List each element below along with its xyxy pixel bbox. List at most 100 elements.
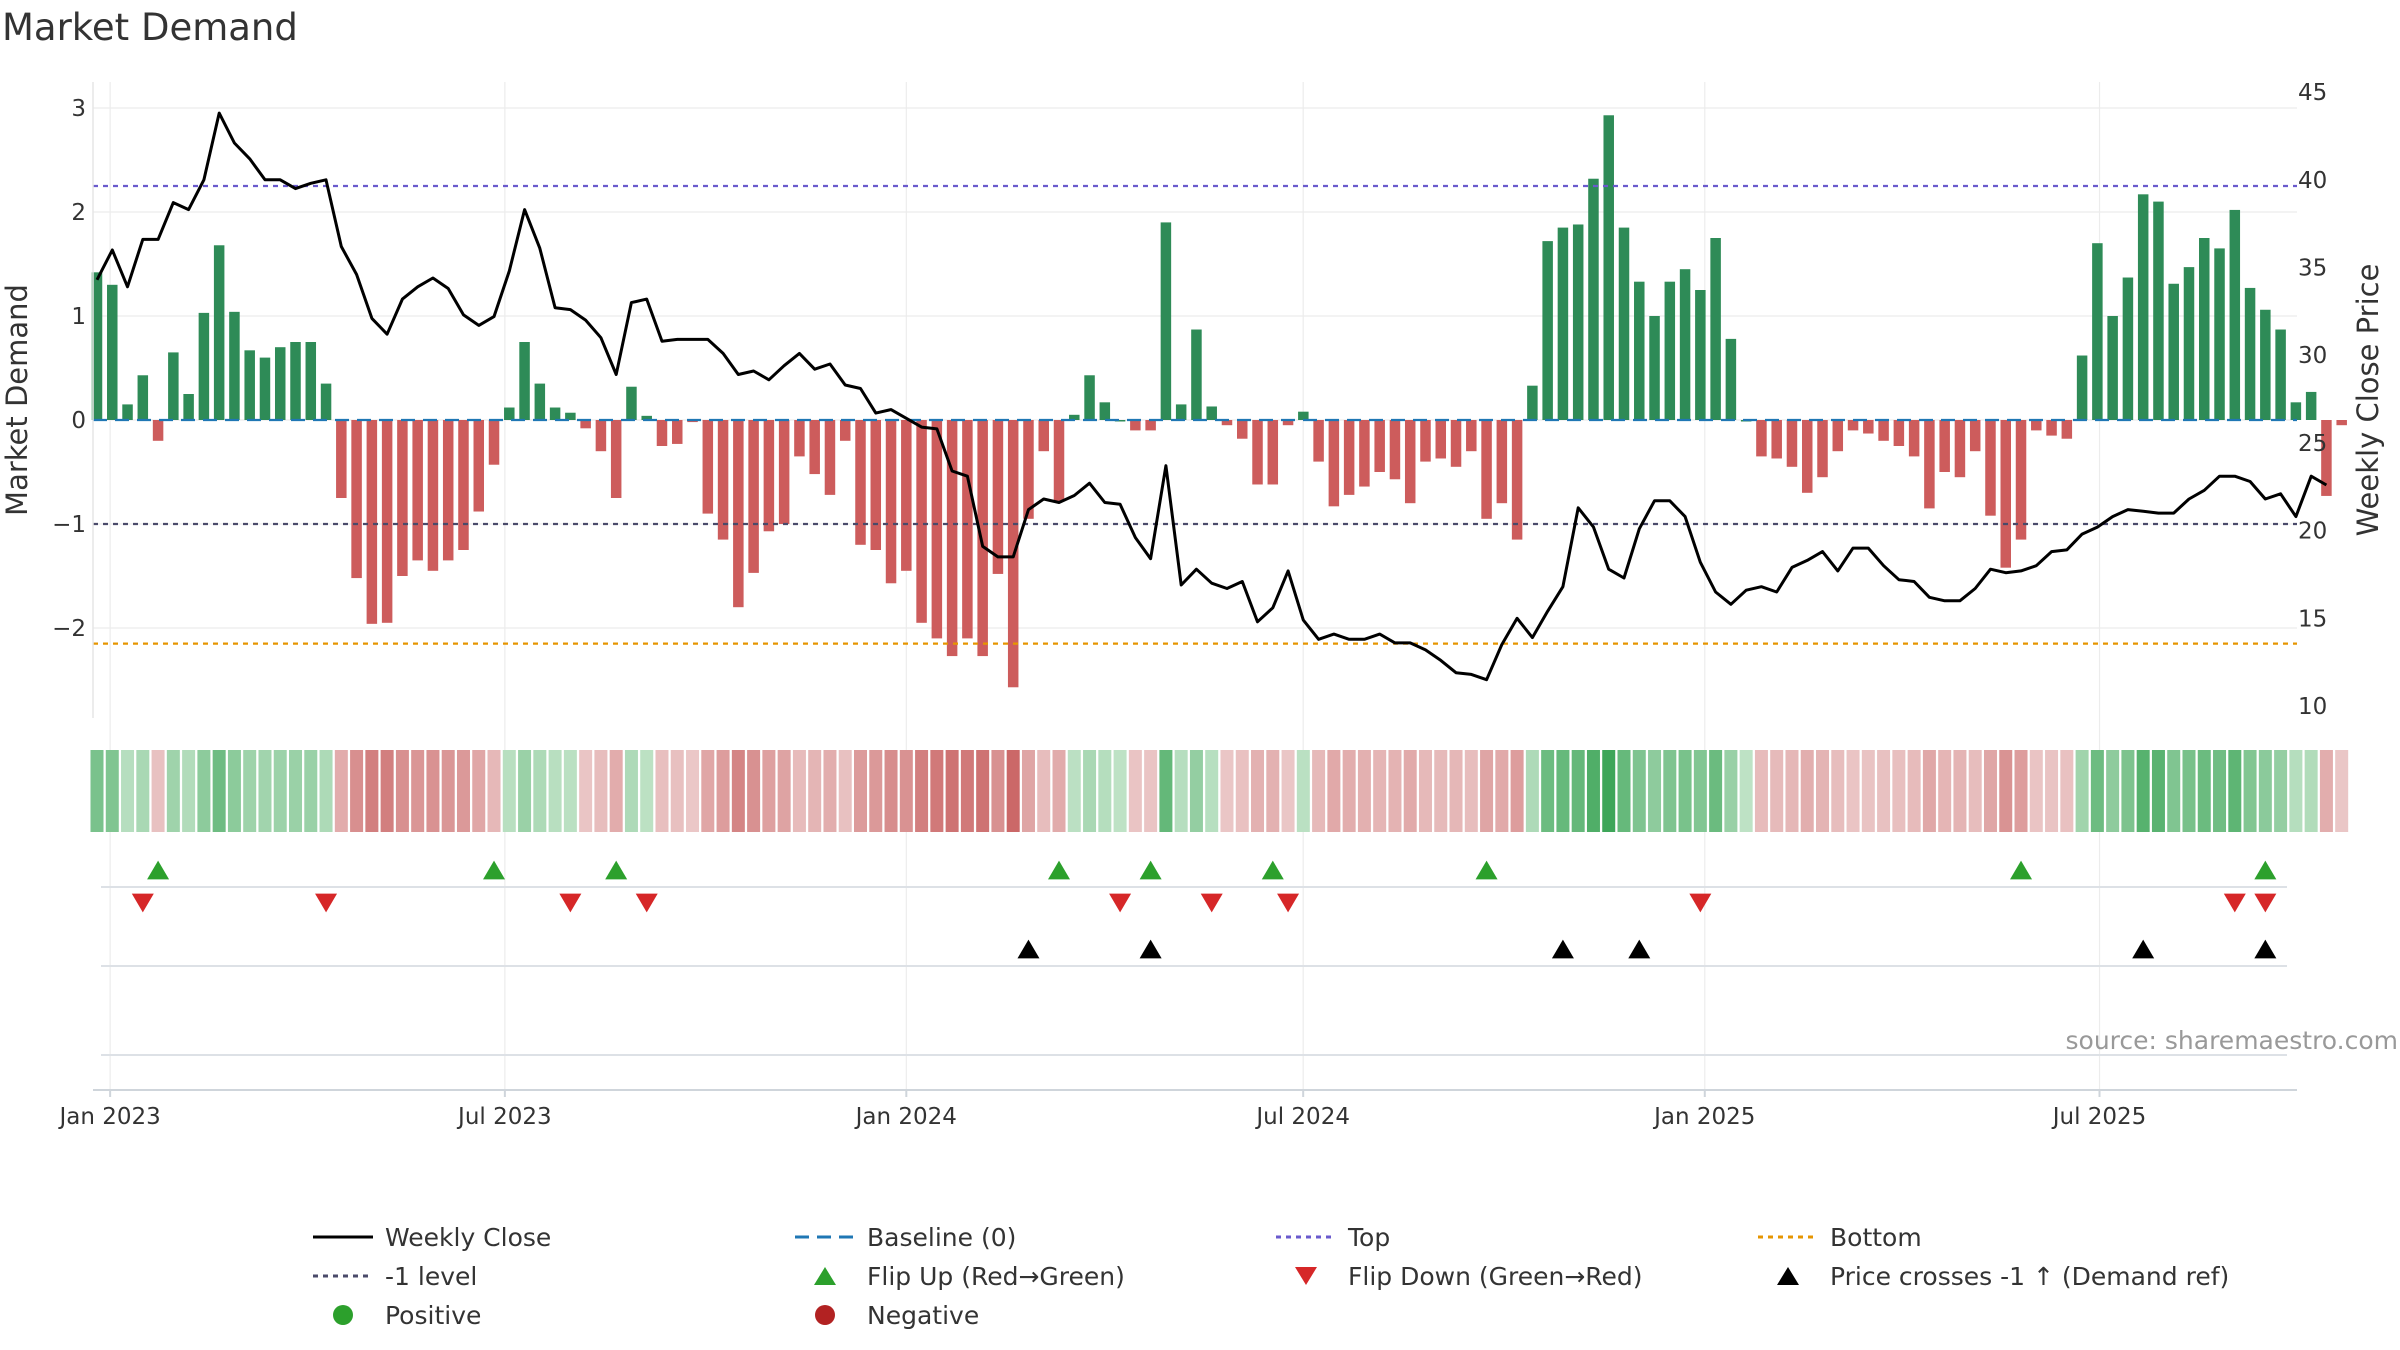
- strip-cell: [1999, 750, 2013, 832]
- demand-bar: [1618, 227, 1630, 420]
- strip-cell: [716, 750, 730, 832]
- demand-bar: [152, 420, 164, 441]
- strip-cell: [1907, 750, 1921, 832]
- demand-bar: [2336, 420, 2347, 426]
- flip-down-marker: [315, 893, 338, 913]
- strip-cell: [1128, 750, 1142, 832]
- strip-cell: [395, 750, 409, 832]
- flip-down-marker: [1277, 893, 1300, 913]
- demand-bar: [381, 420, 393, 623]
- strip-cell: [90, 750, 104, 832]
- right-tick-label: 40: [2298, 168, 2327, 194]
- demand-bar: [549, 407, 561, 420]
- chart-title: Market Demand: [2, 6, 298, 49]
- strip-cell: [1235, 750, 1249, 832]
- demand-bar: [1023, 420, 1034, 519]
- demand-bar: [656, 420, 668, 446]
- strip-cell: [2243, 750, 2257, 832]
- demand-bar: [901, 420, 912, 571]
- demand-bar: [1847, 420, 1859, 431]
- demand-bar: [1634, 281, 1645, 420]
- demand-bar: [91, 272, 103, 420]
- legend-label: Baseline (0): [867, 1223, 1016, 1252]
- strip-cell: [1724, 750, 1738, 832]
- strip-cell: [136, 750, 150, 832]
- demand-bar: [427, 420, 439, 571]
- strip-cell: [823, 750, 837, 832]
- flip-up-marker: [2010, 860, 2033, 880]
- left-tick-label: 1: [71, 304, 86, 330]
- flip-up-marker: [1139, 860, 1162, 880]
- strip-cell: [2151, 750, 2165, 832]
- demand-bar: [473, 420, 484, 512]
- strip-cell: [1632, 750, 1646, 832]
- demand-bar: [1954, 420, 1966, 478]
- x-tick-label: Jan 2024: [854, 1104, 957, 1130]
- flip-up-marker: [147, 860, 170, 880]
- demand-bar: [1313, 420, 1324, 462]
- strip-cell: [2029, 750, 2043, 832]
- legend-label: -1 level: [385, 1262, 477, 1291]
- strip-cell: [1021, 750, 1035, 832]
- strip-cell: [1709, 750, 1723, 832]
- demand-bar: [1420, 420, 1431, 462]
- demand-bar: [1908, 420, 1920, 457]
- legend-label: Negative: [867, 1301, 979, 1330]
- demand-bar: [641, 415, 652, 420]
- x-tick-label: Jul 2025: [2051, 1104, 2147, 1130]
- demand-bar: [2046, 420, 2057, 436]
- demand-bar: [855, 420, 866, 545]
- demand-bar: [504, 407, 515, 420]
- strip-cell: [1037, 750, 1051, 832]
- strip-cell: [2075, 750, 2089, 832]
- strip-cell: [1281, 750, 1295, 832]
- demand-bar: [183, 394, 194, 420]
- price-cross-marker: [1551, 939, 1574, 959]
- demand-bar: [519, 342, 530, 420]
- demand-bar: [1099, 402, 1111, 420]
- demand-bar: [763, 420, 775, 532]
- strip-cell: [1388, 750, 1402, 832]
- strip-cell: [762, 750, 776, 832]
- legend-symbol: [815, 1305, 835, 1325]
- x-tick-label: Jul 2024: [1254, 1104, 1350, 1130]
- strip-cell: [1983, 750, 1997, 832]
- demand-bar: [595, 420, 607, 452]
- demand-bar: [2260, 309, 2271, 420]
- strip-cell: [365, 750, 379, 832]
- demand-bar: [1664, 281, 1676, 420]
- strip-cell: [380, 750, 394, 832]
- demand-bar: [2137, 194, 2149, 420]
- strip-cell: [2060, 750, 2074, 832]
- strip-cell: [991, 750, 1005, 832]
- strip-cell: [1785, 750, 1799, 832]
- strip-cell: [2045, 750, 2059, 832]
- demand-bar: [2244, 287, 2256, 420]
- demand-bar: [1756, 420, 1767, 457]
- flip-up-marker: [605, 860, 628, 880]
- demand-bar: [610, 420, 622, 498]
- demand-bar: [1191, 329, 1202, 420]
- strip-cell: [1617, 750, 1631, 832]
- demand-bar: [1893, 420, 1905, 446]
- strip-cell: [1846, 750, 1860, 832]
- demand-bar: [1542, 241, 1553, 420]
- demand-bar: [2305, 391, 2317, 420]
- flip-down-marker: [2254, 893, 2277, 913]
- demand-bar: [1069, 414, 1080, 420]
- strip-cell: [289, 750, 303, 832]
- demand-bar: [1985, 420, 1996, 516]
- demand-bar: [1557, 227, 1569, 420]
- strip-cell: [182, 750, 196, 832]
- demand-bar: [2061, 420, 2073, 439]
- demand-bar: [916, 420, 927, 623]
- flip-down-marker: [1109, 893, 1132, 913]
- strip-cell: [1312, 750, 1326, 832]
- demand-bar: [1404, 420, 1416, 504]
- demand-bar: [1649, 316, 1660, 420]
- strip-cell: [350, 750, 364, 832]
- strip-cell: [701, 750, 715, 832]
- strip-cell: [334, 750, 348, 832]
- strip-cell: [1327, 750, 1341, 832]
